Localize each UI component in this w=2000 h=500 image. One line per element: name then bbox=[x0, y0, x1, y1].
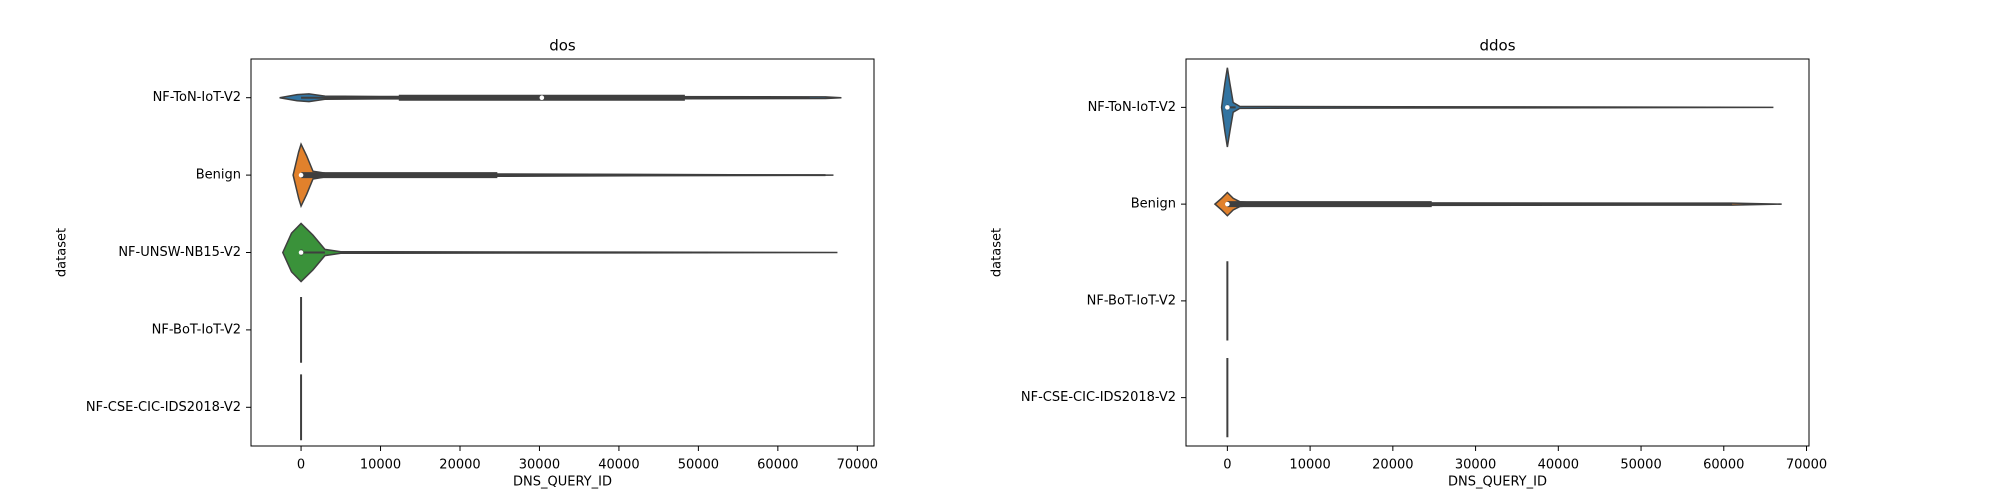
y-axis-label: dataset bbox=[55, 228, 70, 277]
x-tick-label: 20000 bbox=[439, 458, 480, 473]
y-tick-label: NF-BoT-IoT-V2 bbox=[152, 322, 241, 337]
violin bbox=[281, 222, 838, 283]
x-tick-label: 10000 bbox=[1289, 458, 1330, 473]
x-tick-label: 40000 bbox=[1538, 458, 1579, 473]
y-tick-label: NF-ToN-IoT-V2 bbox=[1088, 100, 1176, 115]
y-tick-label: NF-ToN-IoT-V2 bbox=[153, 90, 241, 105]
x-tick-label: 0 bbox=[297, 458, 305, 473]
x-axis-label: DNS_QUERY_ID bbox=[1448, 475, 1547, 490]
x-tick-label: 30000 bbox=[519, 458, 560, 473]
violin bbox=[1220, 67, 1774, 148]
chart-title: ddos bbox=[1479, 37, 1515, 55]
median bbox=[539, 95, 545, 100]
x-tick-label: 0 bbox=[1223, 458, 1231, 473]
y-tick-label: NF-UNSW-NB15-V2 bbox=[118, 245, 241, 260]
x-tick-label: 60000 bbox=[757, 458, 798, 473]
x-tick-label: 20000 bbox=[1372, 458, 1413, 473]
x-tick-label: 50000 bbox=[1620, 458, 1661, 473]
y-tick-label: NF-BoT-IoT-V2 bbox=[1087, 293, 1176, 308]
x-axis-label: DNS_QUERY_ID bbox=[513, 475, 612, 490]
y-tick-label: Benign bbox=[196, 168, 241, 183]
median bbox=[298, 172, 304, 178]
x-tick-label: 40000 bbox=[598, 458, 639, 473]
axes-frame bbox=[1185, 58, 1810, 447]
x-tick-label: 70000 bbox=[837, 458, 878, 473]
y-tick-label: NF-CSE-CIC-IDS2018-V2 bbox=[1021, 390, 1176, 405]
y-axis-label: dataset bbox=[990, 228, 1005, 277]
median bbox=[1225, 201, 1230, 207]
median bbox=[298, 250, 304, 255]
x-tick-label: 10000 bbox=[360, 458, 401, 473]
x-tick-label: 50000 bbox=[678, 458, 719, 473]
x-tick-label: 30000 bbox=[1455, 458, 1496, 473]
x-tick-label: 70000 bbox=[1786, 458, 1827, 473]
chart-title: dos bbox=[549, 37, 576, 55]
median bbox=[1225, 105, 1230, 110]
y-tick-label: NF-CSE-CIC-IDS2018-V2 bbox=[86, 400, 241, 415]
x-tick-label: 60000 bbox=[1703, 458, 1744, 473]
axes-frame bbox=[250, 58, 875, 447]
y-tick-label: Benign bbox=[1131, 197, 1176, 212]
